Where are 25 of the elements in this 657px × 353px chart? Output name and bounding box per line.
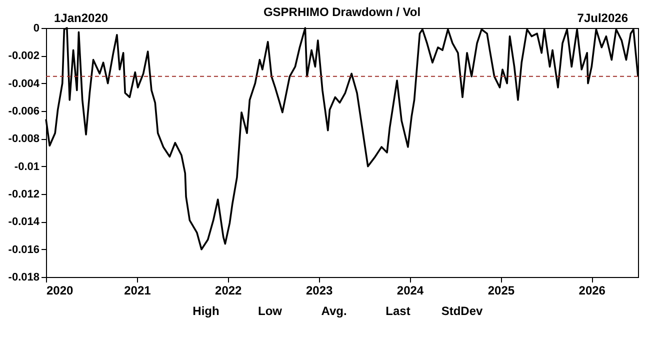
y-tick-label: -0.006 <box>8 106 40 118</box>
text: StdDev <box>441 304 483 318</box>
x-tick-label: 2020 <box>46 284 74 298</box>
text: Avg. <box>321 304 347 318</box>
chart-title: GSPRHIMO Drawdown / Vol <box>263 5 421 19</box>
y-tick-label: -0.014 <box>8 216 40 228</box>
text: 7Jul2026 <box>577 11 628 25</box>
y-tick-label: -0.01 <box>14 160 40 173</box>
text: Low <box>258 304 283 318</box>
x-tick-label: 2022 <box>215 284 242 298</box>
y-tick-label: -0.002 <box>8 50 40 62</box>
y-tick-label: -0.008 <box>8 133 40 146</box>
x-tick-label: 2026 <box>578 284 606 298</box>
y-tick-label: -0.004 <box>8 78 40 90</box>
text: High <box>192 304 220 318</box>
y-tick-label: 0 <box>33 22 40 34</box>
text: 1Jan2020 <box>54 11 108 25</box>
x-tick-label: 2024 <box>396 284 424 298</box>
y-tick-label: -0.012 <box>8 188 40 200</box>
x-tick-label: 2021 <box>124 284 152 298</box>
y-tick-label: -0.016 <box>8 244 40 256</box>
x-tick-label: 2025 <box>488 284 515 298</box>
y-tick-label: -0.018 <box>8 272 40 284</box>
text: Last <box>386 304 410 318</box>
x-tick-label: 2023 <box>306 284 333 298</box>
